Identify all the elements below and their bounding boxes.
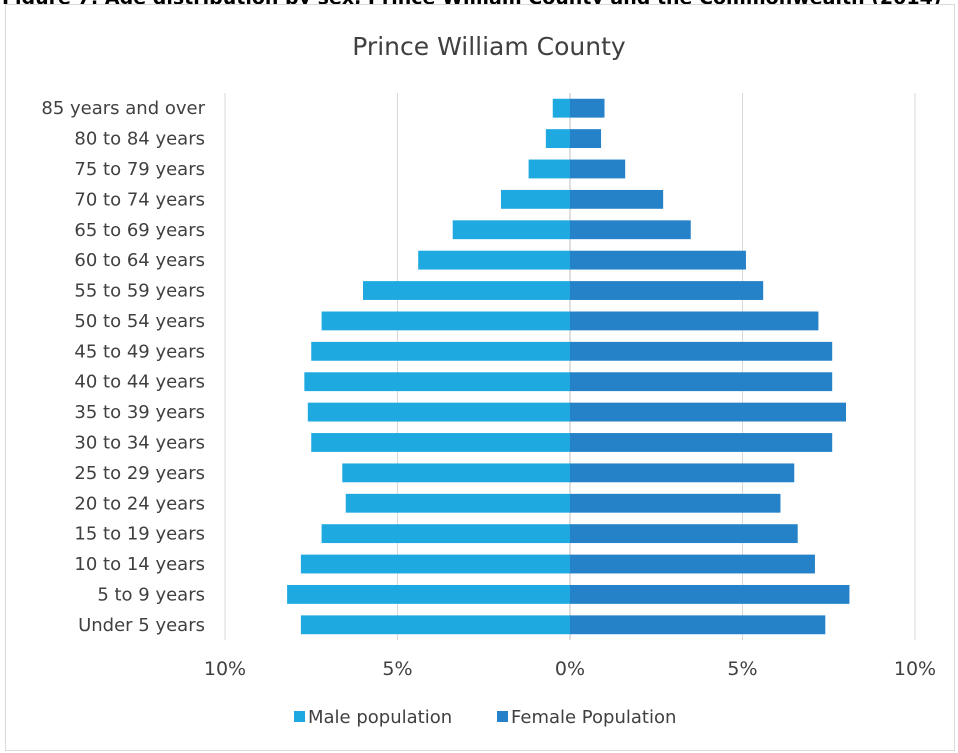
legend-label: Female Population (511, 707, 676, 728)
bar-female-population (570, 372, 833, 392)
bar-female-population (570, 311, 819, 331)
bar-male-population (321, 311, 570, 331)
x-axis-labels: 10% 5% 0% 5% 10% (204, 658, 936, 680)
y-axis-label: 70 to 74 years (74, 189, 205, 210)
bar-male-population (452, 220, 570, 240)
y-axis-label: 25 to 29 years (74, 463, 205, 484)
y-axis-label: 75 to 79 years (74, 159, 205, 180)
y-axis-label: 85 years and over (41, 98, 205, 119)
bar-female-population (570, 98, 605, 118)
y-axis-label: 30 to 34 years (74, 432, 205, 453)
bar-male-population (345, 493, 570, 513)
bar-female-population (570, 281, 764, 300)
y-axis-label: 35 to 39 years (74, 402, 205, 423)
bar-male-population (321, 524, 570, 544)
bar-female-population (570, 463, 795, 483)
bar-male-population (552, 98, 570, 118)
bar-female-population (570, 524, 798, 544)
bar-male-population (311, 433, 570, 452)
x-axis-tick-label: 10% (204, 658, 246, 680)
bar-male-population (311, 341, 570, 361)
legend-swatch (497, 711, 508, 722)
bar-female-population (570, 341, 833, 361)
x-axis-tick-label: 0% (555, 658, 585, 680)
bar-male-population (501, 189, 570, 209)
bar-female-population (570, 189, 664, 209)
x-axis-tick-label: 10% (894, 658, 936, 680)
bar-female-population (570, 584, 850, 604)
y-axis-label: 45 to 49 years (74, 341, 205, 362)
bar-male-population (342, 463, 570, 483)
gridlines (224, 93, 916, 640)
legend: Male population Female Population (294, 707, 676, 728)
y-axis-label: 5 to 9 years (97, 584, 205, 605)
y-axis-label: 50 to 54 years (74, 311, 205, 332)
bar-female-population (570, 402, 846, 422)
bar-female-population (570, 615, 826, 635)
y-axis-label: 40 to 44 years (74, 372, 205, 393)
bar-male-population (363, 281, 570, 300)
y-axis-label: 60 to 64 years (74, 250, 205, 271)
y-axis-label: 65 to 69 years (74, 220, 205, 241)
bar-male-population (304, 372, 570, 392)
y-axis-label: Under 5 years (78, 615, 205, 636)
legend-swatch (294, 711, 305, 722)
bar-female-population (570, 250, 746, 270)
bar-male-population (307, 402, 570, 422)
y-axis-label: 80 to 84 years (74, 129, 205, 150)
bar-male-population (300, 615, 570, 635)
y-axis-label: 20 to 24 years (74, 493, 205, 514)
bar-male-population (287, 584, 570, 604)
y-axis-label: 15 to 19 years (74, 524, 205, 545)
bar-male-population (528, 159, 570, 179)
legend-label: Male population (308, 707, 452, 728)
bar-female-population (570, 493, 781, 513)
bar-male-population (418, 250, 570, 270)
y-axis-label: 10 to 14 years (74, 554, 205, 575)
bar-female-population (570, 554, 815, 574)
chart-title: Prince William County (352, 32, 626, 61)
y-axis-label: 55 to 59 years (74, 281, 205, 302)
bar-female-population (570, 159, 626, 179)
bar-female-population (570, 433, 833, 452)
x-axis-tick-label: 5% (382, 658, 412, 680)
bar-female-population (570, 129, 602, 149)
y-axis-labels: 85 years and over 80 to 84 years 75 to 79 … (41, 98, 205, 636)
bar-male-population (545, 129, 570, 149)
bar-male-population (300, 554, 570, 574)
bar-female-population (570, 220, 691, 240)
bars (287, 98, 850, 635)
x-axis-tick-label: 5% (727, 658, 757, 680)
